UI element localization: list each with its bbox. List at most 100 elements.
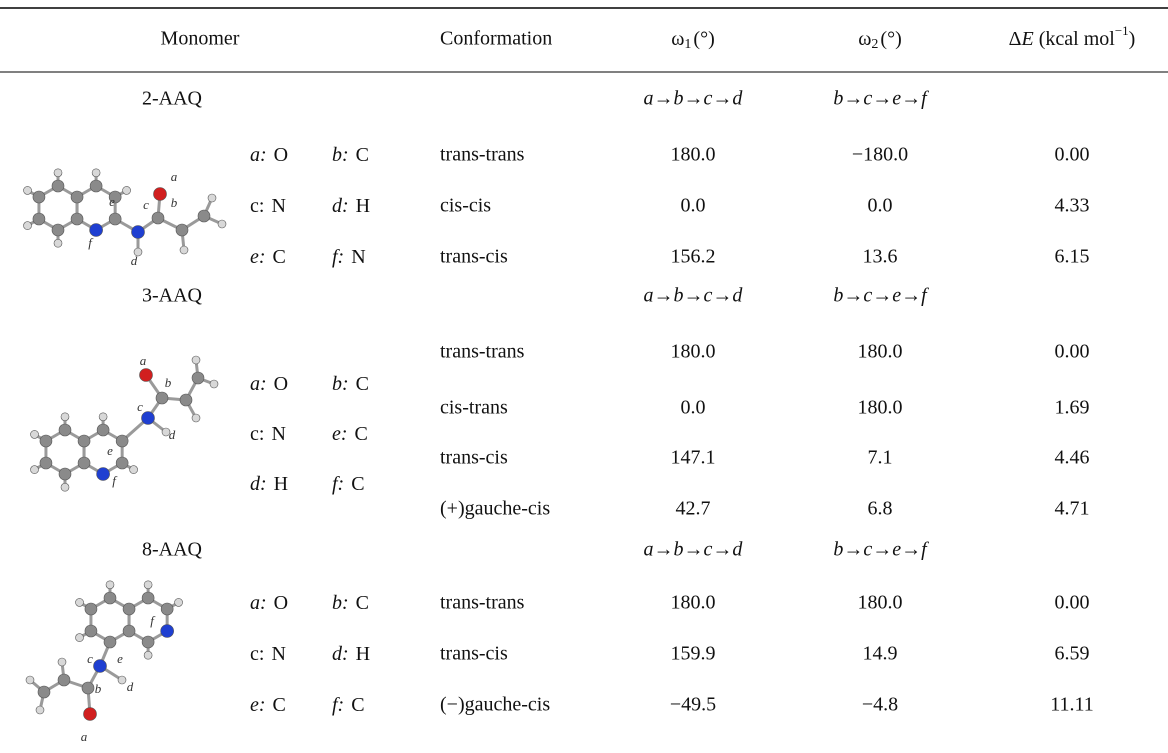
atom bbox=[33, 213, 45, 225]
atom bbox=[31, 466, 39, 474]
monomer-name: 2-AAQ bbox=[142, 88, 203, 110]
atom bbox=[104, 592, 116, 604]
atom bbox=[156, 392, 168, 404]
atom-element: C bbox=[273, 694, 286, 716]
molecule-label: c bbox=[137, 399, 143, 414]
atom bbox=[78, 457, 90, 469]
molecule-label: d bbox=[127, 679, 134, 694]
conformation: trans-cis bbox=[440, 447, 508, 469]
conformation: (−)gauche-cis bbox=[440, 694, 550, 716]
atom-element: C bbox=[356, 592, 369, 614]
atom bbox=[161, 603, 173, 615]
table-value: −4.8 bbox=[862, 694, 898, 716]
atom-label: e: C bbox=[250, 246, 286, 268]
table-value: 156.2 bbox=[671, 246, 716, 268]
atom bbox=[198, 210, 210, 222]
atom bbox=[123, 625, 135, 637]
atom bbox=[24, 222, 32, 230]
atom-label: d:H bbox=[250, 473, 288, 495]
atom bbox=[33, 191, 45, 203]
atom-letter: a: bbox=[250, 144, 267, 166]
atom-letter: a: bbox=[250, 592, 267, 614]
atom bbox=[58, 658, 66, 666]
atom bbox=[61, 413, 69, 421]
table-value: 6.8 bbox=[868, 498, 893, 520]
atom bbox=[218, 220, 226, 228]
atom-label: a:O bbox=[250, 144, 288, 166]
table-value: 4.46 bbox=[1055, 447, 1090, 469]
dihedral-path: a→b→c→d bbox=[644, 285, 744, 307]
table-value: 0.00 bbox=[1055, 341, 1090, 363]
atom-element: C bbox=[273, 246, 286, 268]
atom-letter: f: bbox=[332, 694, 344, 716]
variable: E bbox=[1021, 28, 1034, 50]
table-value: −49.5 bbox=[670, 694, 716, 716]
molecule-label: f bbox=[150, 613, 156, 628]
molecule-label: c bbox=[87, 651, 93, 666]
atom bbox=[76, 634, 84, 642]
atom-letter: b: bbox=[332, 144, 349, 166]
atom bbox=[71, 213, 83, 225]
atom bbox=[36, 706, 44, 714]
molecule-label: e bbox=[109, 194, 115, 209]
atom bbox=[52, 224, 64, 236]
atom bbox=[142, 636, 154, 648]
atom bbox=[210, 380, 218, 388]
header-omega2: ω2(°) bbox=[858, 28, 902, 53]
atom-element: C bbox=[355, 423, 368, 445]
conformation: trans-trans bbox=[440, 341, 525, 363]
header-omega1: ω1(°) bbox=[671, 28, 715, 53]
atom bbox=[40, 457, 52, 469]
superscript: −1 bbox=[1115, 23, 1129, 38]
atom-label: c:N bbox=[250, 195, 286, 217]
atom bbox=[31, 430, 39, 438]
atom-letter: e: bbox=[250, 246, 266, 268]
atom-element: H bbox=[356, 195, 370, 217]
atom-letter: c: bbox=[250, 195, 264, 217]
atom bbox=[59, 424, 71, 436]
atom bbox=[142, 592, 154, 604]
atom bbox=[109, 213, 121, 225]
table-value: 6.59 bbox=[1055, 643, 1090, 665]
atom-letter: e: bbox=[332, 423, 348, 445]
molecule-label: c bbox=[143, 197, 149, 212]
table-value: 180.0 bbox=[671, 341, 716, 363]
table-value: −180.0 bbox=[852, 144, 908, 166]
dihedral-path: b→c→e→f bbox=[833, 285, 929, 307]
atom-label: e: C bbox=[332, 423, 368, 445]
dihedral-path: a→b→c→d bbox=[644, 88, 744, 110]
atom bbox=[97, 468, 110, 481]
atom bbox=[38, 686, 50, 698]
atom-label: d:H bbox=[332, 195, 370, 217]
molecule-label: e bbox=[107, 443, 113, 458]
atom-element: C bbox=[356, 373, 369, 395]
atom bbox=[85, 603, 97, 615]
monomer-name: 8-AAQ bbox=[142, 539, 203, 561]
dihedral-path: b→c→e→f bbox=[833, 88, 929, 110]
atom-label: f:N bbox=[332, 246, 366, 268]
atom bbox=[176, 224, 188, 236]
molecule-label: e bbox=[117, 651, 123, 666]
atom bbox=[123, 603, 135, 615]
atom-letter: d: bbox=[332, 643, 349, 665]
atom-element: C bbox=[351, 473, 364, 495]
dihedral-path: b→c→e→f bbox=[833, 539, 929, 561]
table-value: 6.15 bbox=[1055, 246, 1090, 268]
table-value: 159.9 bbox=[671, 643, 716, 665]
monomer-name: 3-AAQ bbox=[142, 285, 203, 307]
molecule-label: f bbox=[112, 473, 118, 488]
table-value: 42.7 bbox=[676, 498, 711, 520]
atom-letter: c: bbox=[250, 423, 264, 445]
atom bbox=[54, 169, 62, 177]
atom bbox=[130, 466, 138, 474]
atom bbox=[116, 435, 128, 447]
table-value: 147.1 bbox=[671, 447, 716, 469]
table-value: 4.33 bbox=[1055, 195, 1090, 217]
table-value: 180.0 bbox=[858, 592, 903, 614]
molecule-label: b bbox=[165, 375, 172, 390]
atom-element: O bbox=[274, 592, 288, 614]
table-value: 0.0 bbox=[868, 195, 893, 217]
unit: (°) bbox=[880, 28, 901, 50]
molecule-label: a bbox=[81, 729, 88, 744]
